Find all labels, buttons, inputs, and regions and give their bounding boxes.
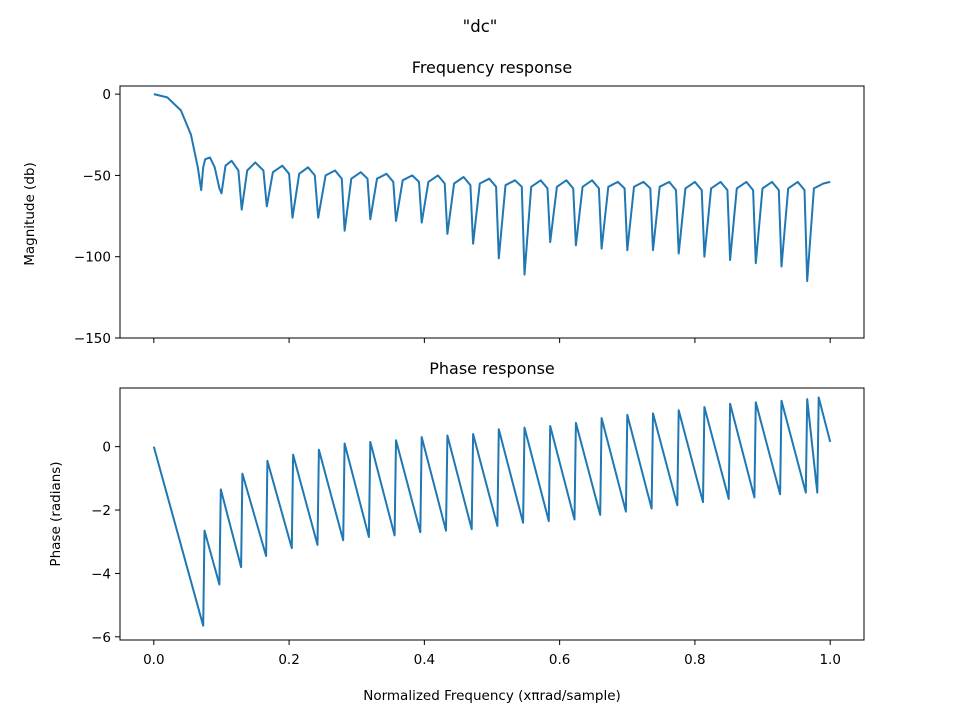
x-tick-label-1-0: 0.0 bbox=[143, 652, 164, 668]
phase-title: Phase response bbox=[429, 359, 555, 378]
y-tick-label-0-0: 0 bbox=[102, 87, 111, 103]
series-line-1-0 bbox=[152, 396, 832, 627]
axes-frame-1 bbox=[119, 387, 865, 641]
y-tick-label-0-2: −100 bbox=[74, 250, 111, 266]
y-tick-label-1-3: −6 bbox=[91, 630, 111, 646]
y-tick-label-0-1: −50 bbox=[83, 168, 112, 184]
x-tick-label-1-3: 0.6 bbox=[549, 652, 570, 668]
x-tick-label-1-5: 1.0 bbox=[819, 652, 840, 668]
x-tick-label-1-1: 0.2 bbox=[278, 652, 299, 668]
phase-xlabel: Normalized Frequency (xπrad/sample) bbox=[363, 688, 621, 704]
magnitude-plot-area: 0 −50 −100 −150 bbox=[74, 85, 865, 347]
series-line-0-0 bbox=[153, 93, 831, 283]
magnitude-axes: Frequency response Magnitude (db) 0 −50 −1… bbox=[22, 58, 865, 347]
figure-suptitle: "dc" bbox=[463, 17, 498, 36]
x-tick-label-1-4: 0.8 bbox=[684, 652, 705, 668]
x-tick-label-1-2: 0.4 bbox=[414, 652, 435, 668]
y-tick-label-1-0: 0 bbox=[102, 440, 111, 456]
magnitude-title: Frequency response bbox=[412, 58, 572, 77]
phase-ylabel: Phase (radians) bbox=[48, 461, 64, 566]
magnitude-ylabel: Magnitude (db) bbox=[22, 162, 38, 266]
y-tick-label-1-2: −4 bbox=[91, 566, 111, 582]
y-tick-label-0-3: −150 bbox=[74, 331, 111, 347]
phase-plot-area: 0.0 0.2 0.4 0.6 0.8 1.0 0 −2 −4 −6 bbox=[91, 387, 865, 668]
phase-axes: Phase response Phase (radians) Normalize… bbox=[48, 359, 865, 704]
y-tick-label-1-1: −2 bbox=[91, 503, 111, 519]
axes-frame-0 bbox=[119, 85, 865, 339]
